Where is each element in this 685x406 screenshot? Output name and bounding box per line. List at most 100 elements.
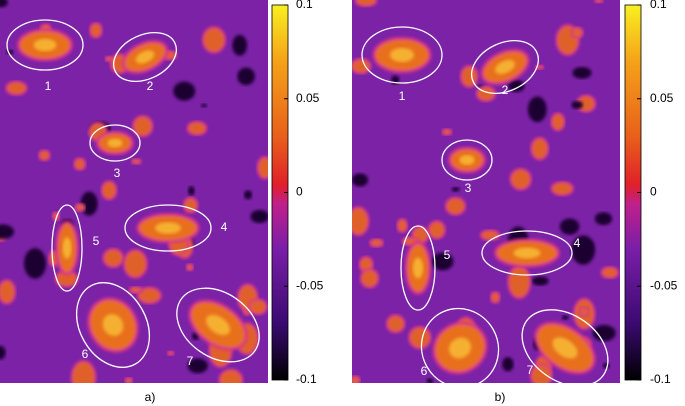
panel-label: a): [145, 390, 156, 404]
annotation-ellipse: [471, 40, 539, 94]
warm-spot: [489, 290, 501, 304]
warm-spot: [441, 127, 453, 136]
dark-spot: [243, 190, 253, 200]
colorbar-tick-label: 0: [650, 185, 657, 199]
dark-spot: [187, 358, 208, 374]
annotation-ellipse: [420, 307, 500, 389]
colorbar-tick-label: 0.05: [650, 91, 674, 105]
dark-spot: [592, 325, 616, 342]
dark-spot: [173, 81, 196, 101]
dark-spot: [559, 218, 580, 235]
hot-core: [62, 237, 72, 259]
dark-spot: [200, 103, 208, 108]
warm-spot: [74, 202, 86, 213]
warm-spot: [182, 196, 199, 214]
warm-spot: [530, 136, 550, 161]
annotation-ellipse: [441, 139, 493, 181]
warm-spot: [166, 349, 175, 357]
hot-core: [390, 48, 414, 62]
warm-spot: [352, 206, 370, 237]
warm-spot: [122, 249, 148, 279]
warm-spot: [131, 114, 154, 138]
warm-spot: [396, 217, 409, 234]
warm-spot: [354, 0, 378, 8]
annotation-ellipse: [361, 26, 443, 84]
warm-spot: [427, 220, 446, 240]
dark-spot: [502, 357, 514, 372]
annotation-ellipse: [400, 225, 436, 311]
warm-spot: [37, 149, 51, 162]
colorbar-tick-label: -0.05: [296, 278, 324, 292]
warm-spot: [70, 360, 97, 383]
annotation-label: 4: [221, 220, 228, 234]
warm-spot: [256, 155, 268, 180]
panel-label: b): [495, 390, 506, 404]
hot-core: [448, 337, 472, 359]
annotation-ellipse: [481, 230, 573, 276]
annotation-label: 6: [82, 347, 89, 361]
dark-spot: [0, 0, 8, 8]
colorbar-tick-label: -0.05: [650, 278, 678, 292]
colorbar-tick-label: 0.1: [296, 0, 313, 11]
dark-spot: [188, 186, 195, 196]
warm-spot: [124, 376, 134, 383]
annotation-label: 6: [421, 364, 428, 378]
warm-spot: [128, 285, 144, 295]
warm-spot: [444, 196, 467, 216]
dark-spot: [571, 100, 583, 110]
annotation-ellipse: [113, 32, 177, 82]
annotation-label: 1: [45, 79, 52, 93]
warm-spot: [201, 26, 227, 54]
dark-spot: [232, 34, 248, 56]
warm-spot: [550, 112, 566, 132]
warm-spot: [507, 264, 532, 300]
hot-core: [412, 257, 424, 279]
warm-spot: [593, 0, 604, 4]
warm-spot: [408, 325, 432, 350]
hot-core: [102, 314, 124, 336]
dark-spot: [191, 332, 199, 340]
dark-spot: [431, 252, 454, 271]
dark-spot: [561, 315, 569, 320]
warm-spot: [130, 157, 143, 166]
annotation-label: 5: [93, 234, 100, 248]
warm-spot: [352, 374, 361, 383]
annotation-ellipse: [6, 19, 84, 71]
dark-spot: [352, 173, 369, 187]
annotation-ellipse: [89, 124, 141, 162]
warm-spot: [88, 21, 103, 39]
warm-spot: [185, 262, 195, 272]
annotation-label: 4: [574, 236, 581, 250]
annotation-label: 5: [444, 248, 451, 262]
warm-spot: [136, 286, 162, 305]
warm-spot: [247, 298, 268, 316]
warm-spot: [509, 167, 532, 191]
hot-core: [155, 222, 181, 234]
colorbar-tick-label: -0.1: [296, 372, 317, 386]
dark-spot: [571, 235, 596, 265]
dark-spot: [426, 378, 434, 383]
hot-core: [107, 138, 123, 148]
dark-spot: [594, 212, 613, 226]
warm-spot: [352, 57, 372, 75]
annotation-label: 2: [147, 79, 154, 93]
dark-spot: [24, 248, 47, 279]
warm-spot: [73, 157, 87, 172]
annotation-label: 7: [187, 354, 194, 368]
warm-spot: [5, 80, 28, 96]
warm-spot: [600, 265, 620, 280]
dark-spot: [602, 363, 610, 369]
dark-spot: [0, 224, 15, 240]
warm-spot: [359, 268, 380, 289]
annotation-label: 3: [465, 181, 472, 195]
annotation-ellipse: [176, 287, 260, 363]
warm-spot: [368, 237, 385, 248]
colorbar-tick-label: 0.05: [296, 91, 320, 105]
colorbar-tick-label: 0.1: [650, 0, 667, 11]
annotation-label: 7: [527, 363, 534, 377]
hot-core: [135, 50, 155, 64]
dark-spot: [531, 276, 549, 286]
dark-spot: [451, 186, 460, 192]
warm-spot: [100, 180, 118, 201]
